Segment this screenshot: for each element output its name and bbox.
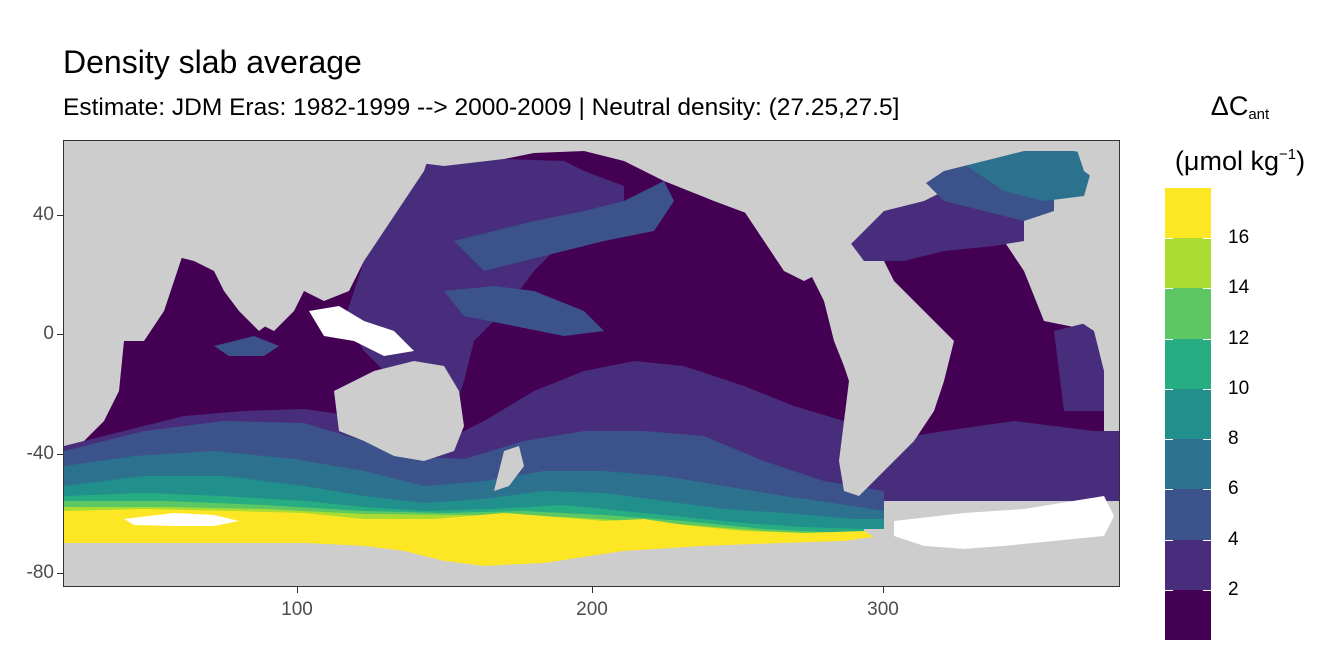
y-tick-label: 40 bbox=[32, 204, 54, 225]
land-europe-africa-east bbox=[1054, 191, 1119, 431]
legend-tick-mark bbox=[1203, 539, 1211, 541]
x-tick-mark bbox=[592, 587, 593, 593]
land-australia bbox=[334, 361, 464, 461]
y-tick-mark bbox=[57, 573, 63, 574]
legend-tick-mark bbox=[1203, 288, 1211, 290]
x-tick-mark bbox=[883, 587, 884, 593]
legend-swatch bbox=[1165, 439, 1211, 490]
land-antarctica bbox=[64, 536, 1119, 586]
y-tick-label: 0 bbox=[43, 323, 54, 344]
legend-tick-mark bbox=[1165, 539, 1173, 541]
legend-tick-mark bbox=[1165, 238, 1173, 240]
map-svg bbox=[64, 141, 1119, 586]
y-tick-label: -80 bbox=[26, 562, 54, 583]
x-tick-label: 300 bbox=[867, 599, 899, 620]
legend-swatch bbox=[1165, 589, 1211, 640]
legend-tick-mark bbox=[1165, 388, 1173, 390]
legend-swatch bbox=[1165, 188, 1211, 239]
legend-tick-mark bbox=[1165, 338, 1173, 340]
legend-unit: (μmol kg−1) bbox=[1174, 146, 1306, 176]
legend-tick-label: 12 bbox=[1228, 327, 1250, 349]
legend-tick-mark bbox=[1203, 489, 1211, 491]
land-south-america bbox=[834, 311, 944, 496]
y-tick-mark bbox=[57, 215, 63, 216]
plot-title: Density slab average bbox=[63, 44, 362, 80]
band-16-18-antarctic bbox=[64, 509, 874, 566]
legend-tick-mark bbox=[1203, 338, 1211, 340]
legend-tick-label: 2 bbox=[1228, 578, 1239, 600]
land-africa bbox=[64, 331, 124, 446]
legend-tick-label: 10 bbox=[1228, 377, 1250, 399]
legend-tick-label: 14 bbox=[1228, 277, 1250, 299]
y-tick-label: -40 bbox=[26, 443, 54, 464]
band-4-6-equatorial bbox=[444, 286, 604, 336]
land-north-america bbox=[624, 141, 1119, 281]
legend-swatch bbox=[1165, 489, 1211, 540]
legend-tick-mark bbox=[1203, 589, 1211, 591]
legend-swatch bbox=[1165, 288, 1211, 339]
legend-tick-mark bbox=[1165, 489, 1173, 491]
y-tick-mark bbox=[57, 334, 63, 335]
band-2-4-east-atlantic bbox=[1054, 321, 1104, 411]
legend-title: ΔCant (μmol kg−1) bbox=[1160, 86, 1320, 181]
legend-colorbar bbox=[1165, 188, 1211, 640]
nodata-weddell bbox=[894, 496, 1114, 549]
legend-tick-mark bbox=[1203, 238, 1211, 240]
x-tick-mark bbox=[297, 587, 298, 593]
legend-tick-mark bbox=[1165, 288, 1173, 290]
legend-symbol: ΔCant bbox=[1210, 91, 1270, 123]
legend-tick-mark bbox=[1203, 388, 1211, 390]
band-2-4-atlantic-south bbox=[884, 421, 1119, 501]
legend-tick-label: 16 bbox=[1228, 227, 1250, 249]
band-4-6-kuroshio bbox=[454, 181, 674, 271]
legend-swatch bbox=[1165, 388, 1211, 440]
legend-tick-mark bbox=[1203, 439, 1211, 441]
y-tick-mark bbox=[57, 454, 63, 455]
plot-subtitle: Estimate: JDM Eras: 1982-1999 --> 2000-2… bbox=[63, 94, 900, 121]
legend-swatch bbox=[1165, 539, 1211, 590]
nodata-indonesia bbox=[309, 306, 414, 356]
land-asia bbox=[64, 141, 434, 331]
x-tick-label: 200 bbox=[576, 599, 608, 620]
land-greenland bbox=[1074, 141, 1119, 186]
map-panel bbox=[63, 140, 1120, 587]
legend-tick-mark bbox=[1165, 439, 1173, 441]
legend-tick-label: 8 bbox=[1228, 428, 1239, 450]
legend-swatch bbox=[1165, 338, 1211, 389]
legend-swatch bbox=[1165, 238, 1211, 289]
legend-tick-label: 4 bbox=[1228, 528, 1239, 550]
nodata-antarctic-shelf bbox=[124, 513, 239, 526]
band-4-6-arabian bbox=[214, 336, 279, 356]
legend-tick-label: 6 bbox=[1228, 478, 1239, 500]
x-tick-label: 100 bbox=[281, 599, 313, 620]
legend-tick-mark bbox=[1165, 589, 1173, 591]
land-new-zealand bbox=[494, 446, 524, 491]
